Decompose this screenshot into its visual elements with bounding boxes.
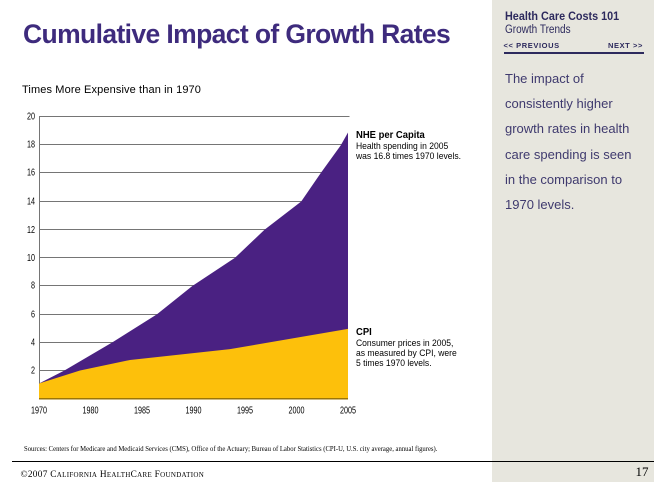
svg-text:2005: 2005 bbox=[340, 404, 356, 415]
svg-text:1985: 1985 bbox=[134, 404, 150, 415]
svg-text:20: 20 bbox=[27, 110, 35, 121]
svg-text:8: 8 bbox=[31, 279, 35, 290]
svg-text:14: 14 bbox=[27, 196, 35, 207]
svg-text:12: 12 bbox=[27, 224, 35, 235]
svg-text:10: 10 bbox=[27, 252, 35, 263]
svg-text:1980: 1980 bbox=[82, 404, 98, 415]
svg-text:6: 6 bbox=[31, 308, 35, 319]
svg-text:2000: 2000 bbox=[288, 404, 304, 415]
svg-text:4: 4 bbox=[31, 336, 35, 347]
svg-text:18: 18 bbox=[27, 138, 35, 149]
svg-text:1995: 1995 bbox=[237, 404, 253, 415]
svg-text:1970: 1970 bbox=[31, 404, 47, 415]
svg-text:1990: 1990 bbox=[185, 404, 201, 415]
svg-text:2: 2 bbox=[31, 365, 35, 376]
svg-text:16: 16 bbox=[27, 167, 35, 178]
